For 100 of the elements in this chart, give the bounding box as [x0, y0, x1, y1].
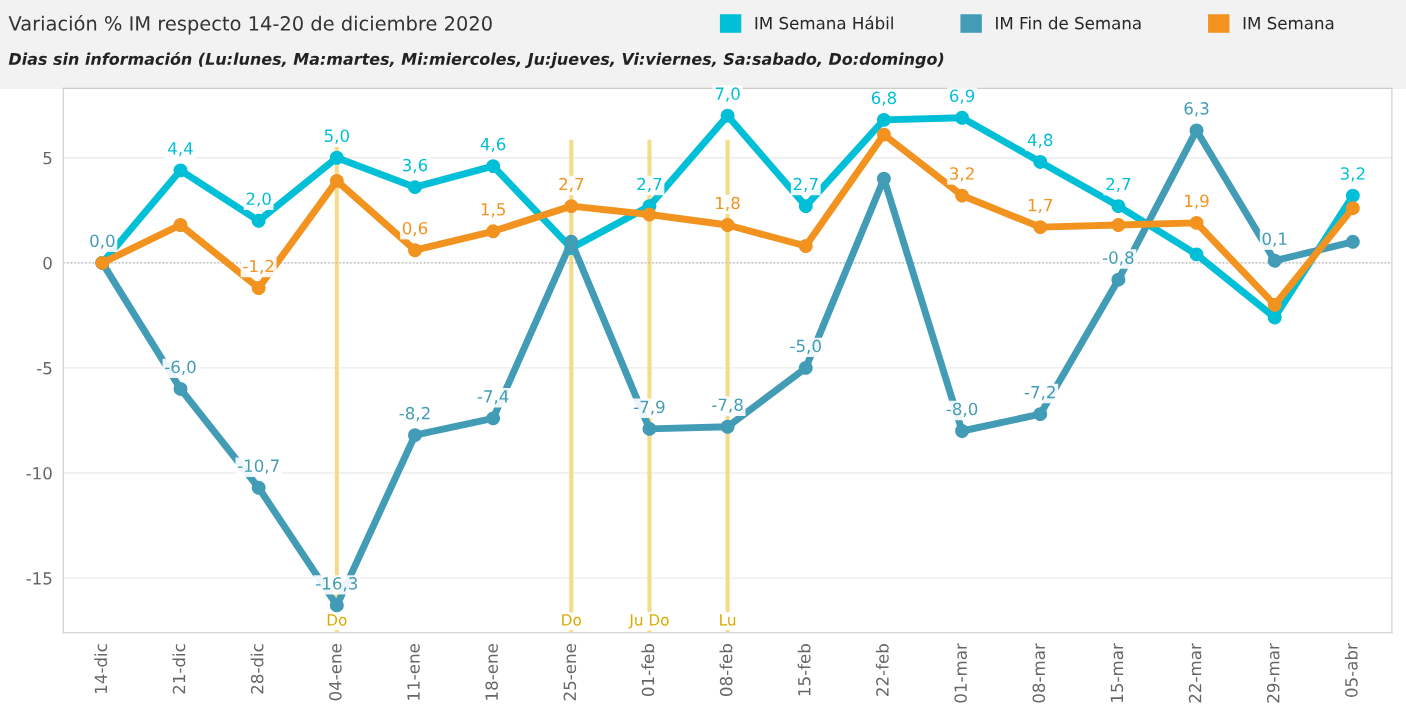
data-label: 1,8: [716, 196, 740, 211]
data-label: 6,3: [1184, 102, 1209, 117]
point: [564, 199, 579, 214]
data-label: 4,4: [168, 142, 193, 157]
data-label: 3,6: [402, 158, 428, 174]
point: [173, 382, 188, 396]
data-label: -8,0: [946, 402, 978, 417]
chart-subtitle: Dias sin información (Lu:lunes, Ma:martes, Mi:miercoles, Ju:jueves, Vi:viernes, Sa:sabado, Do:domingo): [8, 51, 944, 69]
ref-line-label: Lu: [720, 614, 736, 626]
x-tick-label: 18-ene: [485, 644, 498, 700]
x-tick-label: 08-feb: [719, 644, 733, 697]
point: [173, 163, 188, 178]
data-label: 1,5: [481, 203, 505, 218]
point: [1267, 297, 1282, 312]
data-label: 3,2: [1340, 167, 1365, 182]
point: [955, 424, 970, 438]
point: [720, 218, 735, 232]
y-tick-label: -5: [37, 362, 52, 375]
point: [642, 421, 657, 436]
point: [329, 150, 344, 165]
data-label: -16,3: [316, 577, 358, 592]
point: [408, 428, 422, 443]
ref-line-label: Ju Do: [628, 614, 669, 629]
point: [251, 281, 266, 295]
point: [720, 419, 735, 434]
data-label: 7,0: [715, 87, 740, 102]
point: [1345, 188, 1360, 203]
data-label: 1,9: [1185, 194, 1209, 209]
point: [408, 243, 422, 258]
data-label: 5,0: [324, 129, 349, 144]
ref-line-label: Do: [562, 614, 582, 626]
x-tick-label: 21-dic: [172, 644, 186, 694]
x-tick-label: 29-mar: [1266, 643, 1280, 703]
data-label: -7,4: [477, 390, 509, 405]
point: [798, 360, 813, 375]
x-tick-label: 01-mar: [954, 643, 967, 703]
data-label: 4,8: [1027, 133, 1053, 148]
point: [329, 173, 344, 188]
data-label: -0,8: [1102, 251, 1134, 266]
chart-title: Variación % IM respecto 14-20 de diciembre 2020: [8, 14, 492, 35]
x-tick-label: 01-feb: [641, 644, 655, 697]
point: [642, 207, 657, 222]
point: [1111, 272, 1126, 287]
point: [486, 411, 501, 426]
x-tick-label: 15-mar: [1110, 643, 1124, 702]
point: [1267, 310, 1282, 325]
data-label: 1,7: [1028, 198, 1053, 214]
x-tick-label: 11-ene: [407, 644, 420, 700]
legend-label: IM Fin de Semana: [996, 16, 1141, 30]
point: [486, 159, 501, 174]
x-tick-label: 15-feb: [797, 644, 811, 696]
data-label: -7,8: [712, 398, 743, 413]
legend-label: IM Semana: [1243, 16, 1334, 30]
y-tick-label: -15: [26, 572, 52, 585]
data-label: -7,9: [634, 400, 665, 415]
point: [1345, 234, 1360, 249]
data-label: 2,7: [793, 177, 818, 193]
point: [408, 180, 422, 195]
point: [1267, 253, 1282, 268]
data-label: 2,7: [559, 177, 584, 193]
data-label: -1,2: [243, 259, 274, 275]
x-tick-label: 22-mar: [1188, 643, 1202, 703]
legend-label: IM Semana Hábil: [755, 15, 893, 30]
x-tick-label: 25-ene: [563, 644, 577, 701]
x-tick-label: 28-dic: [250, 644, 264, 694]
data-label: 3,2: [950, 167, 974, 182]
point: [1033, 155, 1048, 169]
y-tick-label: -10: [26, 466, 52, 480]
point: [1189, 123, 1204, 138]
data-label: 0,0: [90, 234, 115, 249]
data-label: 2,7: [1106, 177, 1131, 193]
point: [1111, 199, 1126, 214]
data-label: -5,0: [790, 339, 821, 354]
ref-line-label: Do: [327, 614, 347, 626]
x-tick-label: 22-feb: [875, 644, 889, 696]
point: [1345, 201, 1360, 216]
data-label: 2,0: [246, 192, 271, 207]
data-label: 0,6: [402, 221, 428, 237]
point: [955, 110, 970, 125]
y-tick-label: 5: [43, 151, 52, 165]
point: [173, 218, 188, 232]
point: [251, 480, 266, 495]
data-label: -8,2: [399, 406, 430, 422]
x-tick-label: 08-mar: [1032, 643, 1046, 703]
data-label: -6,0: [165, 360, 196, 375]
data-label: 2,7: [637, 177, 662, 193]
point: [1033, 407, 1048, 422]
point: [876, 127, 891, 142]
point: [798, 199, 813, 214]
data-label: -10,7: [237, 459, 279, 474]
x-tick-label: 04-ene: [329, 644, 342, 701]
point: [486, 224, 501, 239]
data-label: 0,1: [1262, 232, 1287, 247]
point: [251, 213, 266, 228]
point: [876, 171, 891, 186]
y-tick-label: 0: [43, 256, 52, 270]
data-label: 6,9: [949, 89, 975, 104]
point: [1189, 247, 1204, 262]
point: [955, 188, 970, 203]
point: [876, 112, 891, 127]
